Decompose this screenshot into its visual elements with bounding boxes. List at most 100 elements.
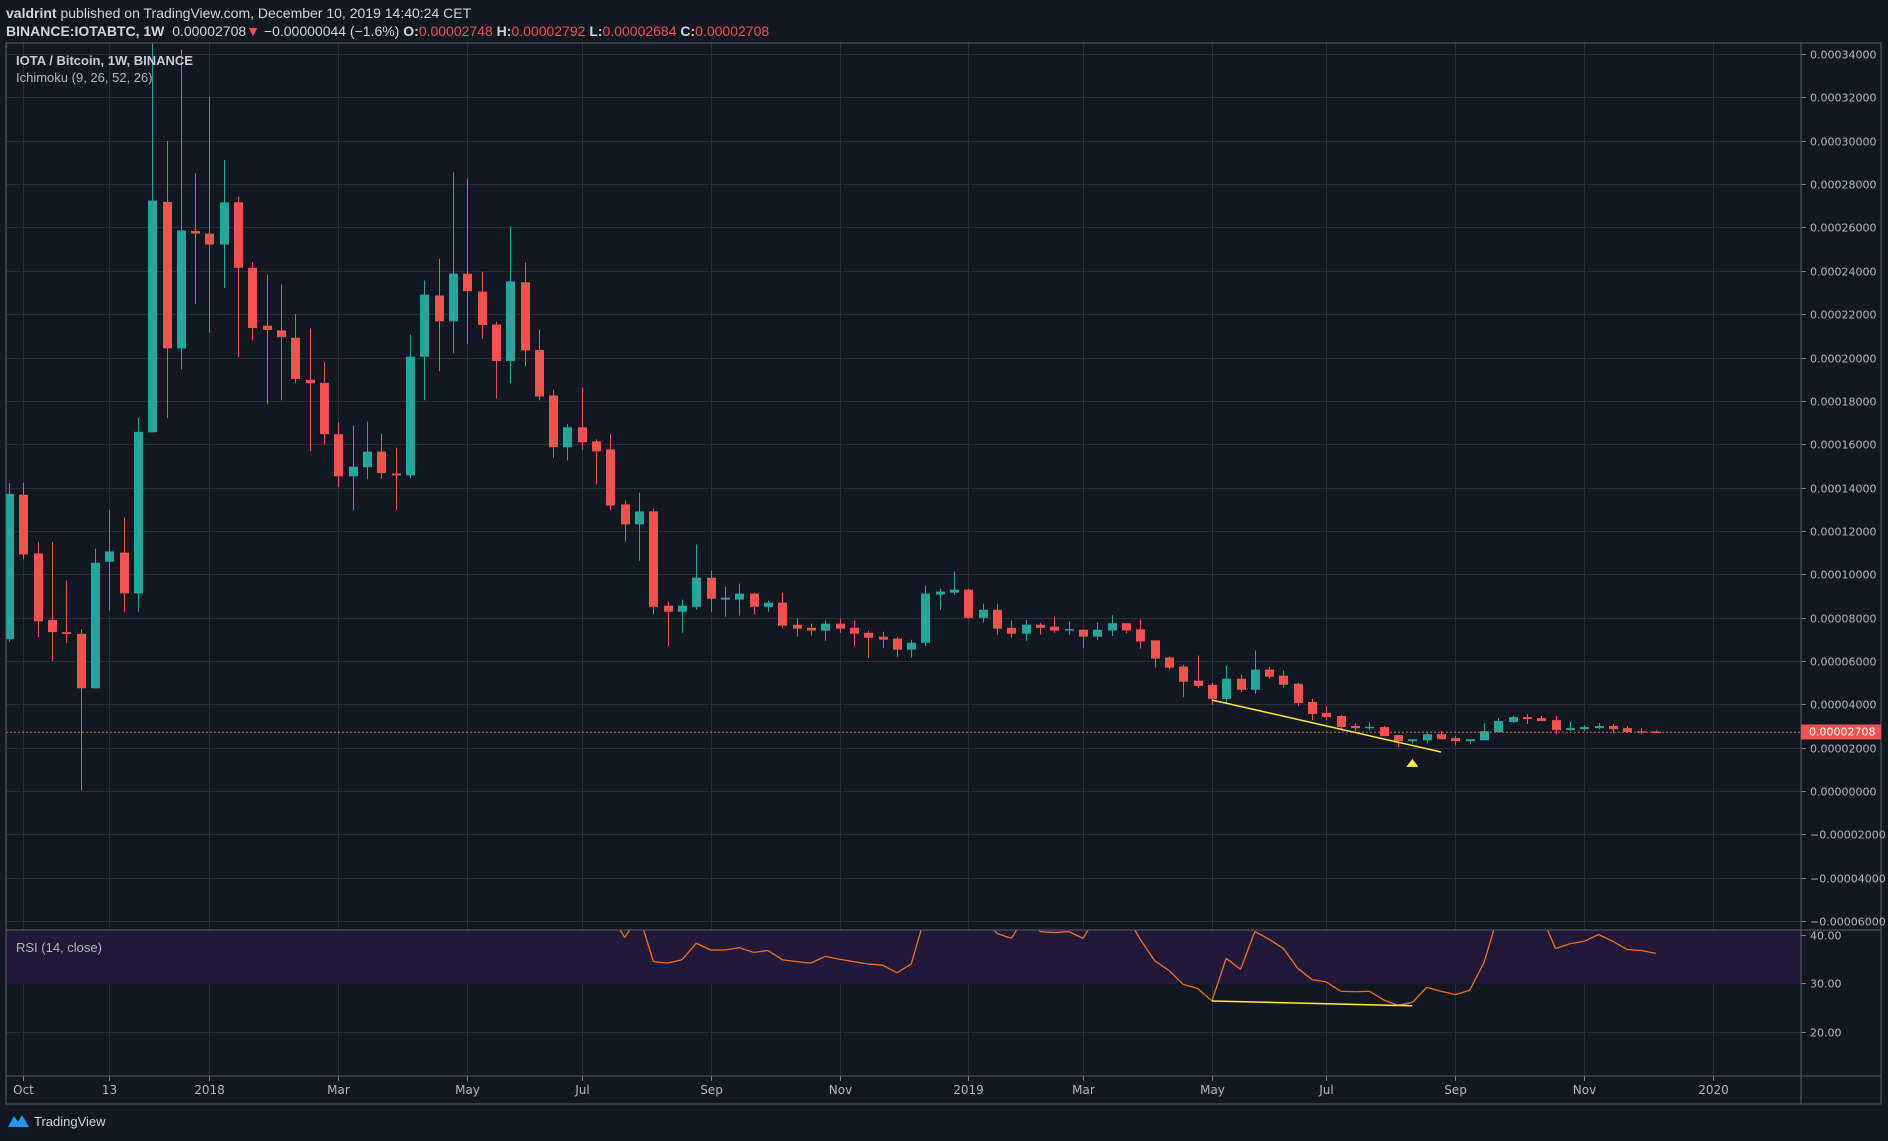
candle xyxy=(793,618,802,637)
candle-body xyxy=(1652,731,1661,733)
candle xyxy=(1537,716,1546,721)
candle xyxy=(1294,682,1303,707)
candle xyxy=(1108,615,1117,637)
candle xyxy=(478,271,487,339)
price-tick-label: 0.00016000 xyxy=(1810,438,1877,451)
candle-body xyxy=(1179,666,1188,682)
candle-body xyxy=(34,553,43,622)
candle-body xyxy=(1251,669,1260,690)
candle xyxy=(19,482,28,560)
rsi-line-segment xyxy=(1369,990,1385,1001)
candle-body xyxy=(1351,725,1360,729)
rsi-line-segment xyxy=(1383,999,1399,1006)
candle-body xyxy=(277,330,286,338)
candle xyxy=(163,140,172,419)
candle xyxy=(1308,698,1317,721)
candle xyxy=(606,434,615,511)
candle xyxy=(1279,670,1288,688)
candle-body xyxy=(1380,727,1389,737)
time-tick-label: Mar xyxy=(1072,1083,1095,1097)
candle-body xyxy=(377,451,386,474)
rsi-line-segment xyxy=(1555,943,1571,950)
rsi-line-segment xyxy=(1139,938,1156,962)
candle xyxy=(721,586,730,617)
candle xyxy=(177,49,186,370)
rsi-line-segment xyxy=(1627,948,1642,952)
candle-body xyxy=(1580,727,1589,730)
rsi-line-segment xyxy=(667,959,683,964)
symbol-info-bar: BINANCE:IOTABTC, 1W 0.00002708▼ −0.00000… xyxy=(6,23,769,39)
rsi-legend[interactable]: RSI (14, close) xyxy=(16,940,102,955)
candle xyxy=(635,492,644,561)
candle xyxy=(879,631,888,648)
candle xyxy=(406,334,415,479)
candle-body xyxy=(1437,734,1446,740)
candle-body xyxy=(1637,731,1646,733)
candle-body xyxy=(177,230,186,349)
rsi-line-segment xyxy=(1268,938,1284,950)
candle xyxy=(105,509,114,611)
candle-body xyxy=(1566,728,1575,731)
candle-body xyxy=(1509,717,1518,723)
candle-body xyxy=(707,577,716,599)
candle-body xyxy=(606,449,615,506)
rsi-line-segment xyxy=(782,959,797,963)
candle xyxy=(1423,732,1432,744)
candle-body xyxy=(1609,725,1618,730)
candle xyxy=(277,284,286,401)
candle-body xyxy=(1423,734,1432,741)
publish-info: valdrint published on TradingView.com, D… xyxy=(6,5,471,21)
candle-body xyxy=(220,202,229,245)
candle xyxy=(120,517,129,612)
rsi-line-segment xyxy=(1440,990,1456,996)
candle xyxy=(1480,723,1489,741)
ichimoku-legend[interactable]: Ichimoku (9, 26, 52, 26) xyxy=(16,70,153,85)
candle xyxy=(1050,616,1059,633)
grid-lines xyxy=(6,43,1806,1081)
candle xyxy=(248,262,257,341)
candle xyxy=(850,620,859,646)
rsi-line-segment xyxy=(642,930,655,962)
candle-body xyxy=(578,427,587,443)
candle-body xyxy=(420,294,429,357)
rsi-line-segment xyxy=(853,961,869,965)
candle xyxy=(649,508,658,614)
candle-body xyxy=(1165,657,1174,668)
rsi-line-segment xyxy=(1039,930,1055,934)
open-value: 0.00002748 xyxy=(418,23,493,39)
candle xyxy=(1566,722,1575,732)
candle xyxy=(1179,664,1188,697)
candle xyxy=(1523,714,1532,725)
last-value: 0.00002708 xyxy=(172,23,247,39)
candle xyxy=(1408,739,1417,744)
candle xyxy=(1509,716,1518,724)
candle xyxy=(1637,728,1646,735)
candle xyxy=(907,639,916,658)
candle xyxy=(821,620,830,641)
candle-body xyxy=(1237,678,1246,690)
candle xyxy=(1595,723,1604,730)
rsi-line-segment xyxy=(619,930,626,938)
candle-body xyxy=(1208,684,1217,699)
candle xyxy=(921,585,930,646)
candle-body xyxy=(320,382,329,435)
price-tick-label: 0.00002000 xyxy=(1810,742,1877,755)
candle-body xyxy=(1265,669,1274,677)
candle-body xyxy=(1623,728,1632,733)
author-name[interactable]: valdrint xyxy=(6,5,57,21)
candle xyxy=(334,422,343,488)
rsi-line-segment xyxy=(1426,986,1442,992)
change-value: −0.00000044 (−1.6%) xyxy=(263,23,400,39)
candle-body xyxy=(191,230,200,234)
candle-body xyxy=(1122,623,1131,631)
candle xyxy=(48,541,57,661)
rsi-line-segment xyxy=(1282,948,1299,969)
candle xyxy=(306,328,315,452)
rsi-line-segment xyxy=(1037,930,1041,933)
drawings xyxy=(6,699,1801,1007)
candle xyxy=(1151,640,1160,668)
brand-name[interactable]: TradingView xyxy=(34,1113,106,1129)
candle-body xyxy=(478,291,487,325)
rsi-line-segment xyxy=(1239,931,1256,970)
